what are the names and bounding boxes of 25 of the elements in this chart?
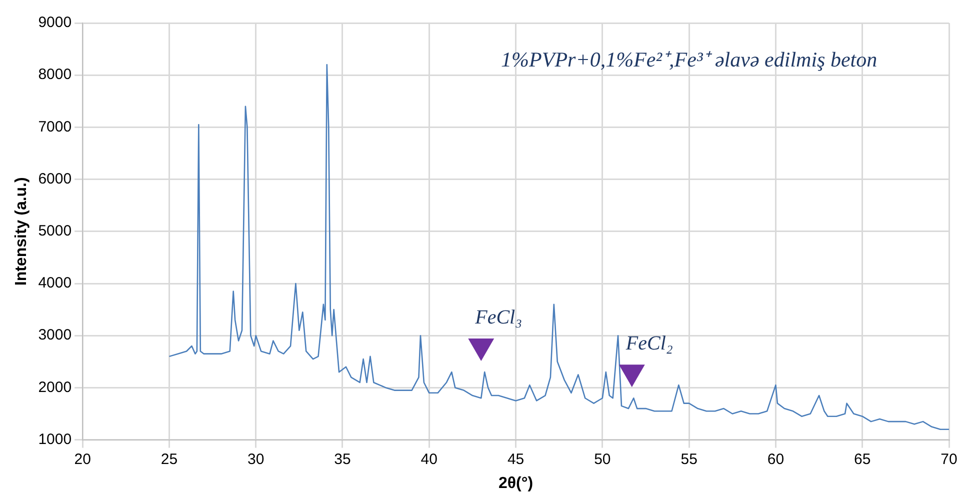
y-tick-label: 1000: [38, 430, 72, 448]
annotation: FeCl₂: [624, 332, 673, 354]
y-tick-label: 7000: [38, 118, 72, 136]
x-tick-label: 25: [160, 450, 178, 468]
x-tick-label: 55: [680, 450, 698, 468]
y-tick-label: 2000: [38, 378, 72, 396]
x-tick-label: 35: [334, 450, 351, 468]
x-axis-title: 2θ(°): [498, 474, 534, 492]
annotation: FeCl₃: [474, 306, 522, 328]
y-tick-label: 3000: [38, 326, 72, 344]
y-tick-label: 8000: [38, 66, 72, 84]
x-tick-label: 50: [594, 450, 611, 468]
y-tick-label: 4000: [38, 274, 72, 292]
x-tick-label: 65: [854, 450, 871, 468]
x-tick-label: 60: [767, 450, 784, 468]
x-tick-label: 20: [74, 450, 91, 468]
x-tick-label: 70: [940, 450, 958, 468]
y-axis-title: Intensity (a.u.): [13, 177, 30, 286]
y-tick-label: 6000: [38, 170, 72, 188]
x-tick-label: 40: [420, 450, 438, 468]
y-tick-label: 9000: [38, 14, 72, 32]
text: 1%PVPr+0,1%Fe²⁺,Fe³⁺ əlavə edilmiş beton: [501, 48, 878, 72]
x-tick-label: 30: [248, 450, 264, 468]
x-tick-label: 45: [507, 450, 524, 468]
y-tick-label: 5000: [38, 222, 72, 240]
